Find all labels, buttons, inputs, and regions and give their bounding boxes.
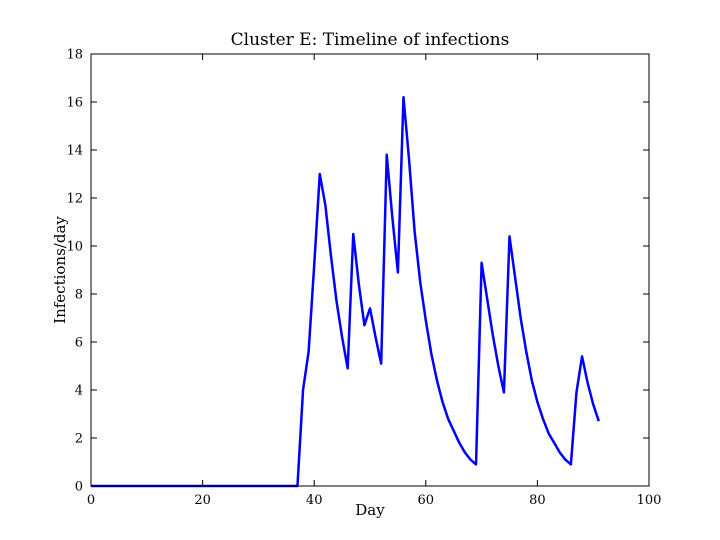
x-axis-label: Day (355, 501, 385, 519)
axis-ticks: 0 20 40 60 80 100 0 2 4 6 8 10 12 14 16 18 (66, 48, 661, 509)
x-tick-label: 40 (306, 493, 323, 508)
x-tick-label: 80 (529, 493, 546, 508)
y-tick-label: 2 (75, 432, 83, 447)
y-axis-label: Infections/day (51, 216, 69, 324)
x-tick-label: 0 (87, 493, 95, 508)
y-tick-label: 18 (66, 48, 83, 63)
y-tick-label: 12 (66, 192, 83, 207)
plot-frame (90, 53, 650, 487)
x-tick-label: 60 (418, 493, 435, 508)
chart-title: Cluster E: Timeline of infections (231, 30, 510, 50)
series-line (91, 95, 600, 488)
y-tick-label: 4 (75, 384, 83, 399)
y-tick-label: 16 (66, 96, 83, 111)
series-group (91, 95, 600, 488)
y-tick-label: 6 (75, 336, 83, 351)
y-tick-label: 0 (75, 480, 83, 495)
y-tick-label: 8 (75, 288, 83, 303)
x-tick-label: 100 (637, 493, 662, 508)
y-tick-label: 14 (66, 144, 83, 159)
y-tick-label: 10 (66, 240, 83, 255)
x-tick-label: 20 (194, 493, 211, 508)
